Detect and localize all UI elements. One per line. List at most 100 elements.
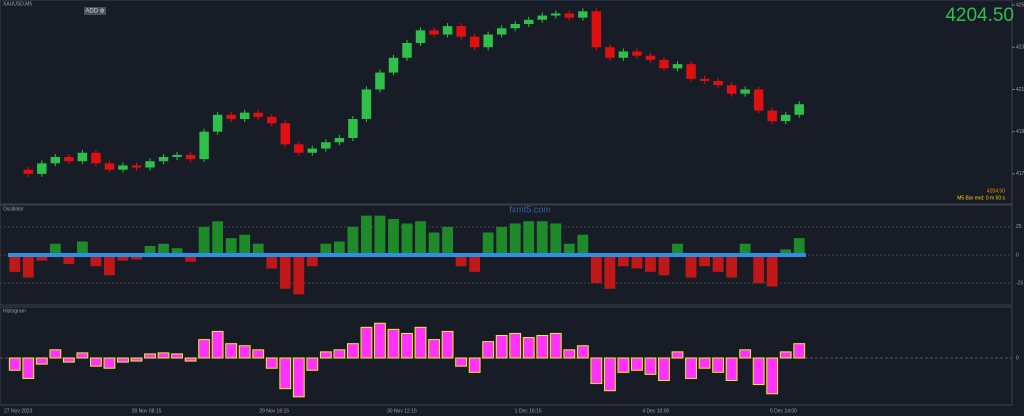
hist-bar (279, 357, 292, 390)
osc-bar (49, 243, 61, 255)
osc-bar (374, 215, 386, 255)
osc-bar (658, 255, 670, 276)
osc-bar (279, 255, 291, 289)
hist-bar (455, 357, 468, 367)
hist-bar (319, 351, 332, 359)
candle (429, 30, 439, 35)
hist-bar (117, 357, 129, 363)
candle (537, 15, 547, 20)
oscillator-pane (0, 204, 1013, 306)
price-tick-label: 4190 (1016, 129, 1024, 135)
hist-bar (563, 349, 576, 359)
price-pane (0, 0, 1013, 205)
hist-bar (576, 345, 589, 359)
hist-bar (292, 357, 305, 398)
candle (551, 13, 561, 16)
osc-tick-label: 0 (1016, 252, 1019, 258)
candle (375, 72, 385, 90)
candle (469, 36, 480, 48)
osc-bar (482, 232, 494, 255)
hist-bar (725, 357, 738, 381)
candle (483, 34, 493, 48)
osc-bar (293, 255, 305, 295)
hist-bar (603, 357, 616, 392)
osc-bar (685, 255, 697, 278)
candle (185, 154, 196, 160)
hist-bar (35, 357, 48, 365)
osc-tick-label: -25 (1016, 280, 1023, 286)
candle (50, 157, 61, 164)
candle (145, 161, 155, 168)
osc-bar (90, 255, 102, 267)
osc-bar (117, 255, 129, 261)
price-tick-label: 4230 (1016, 45, 1024, 51)
osc-bar (239, 234, 251, 255)
candle (321, 142, 331, 149)
hist-bar (793, 343, 806, 359)
hist-bar (103, 357, 116, 369)
hist-bar (171, 353, 183, 359)
price-readout: 4204.50 (987, 188, 1005, 194)
time-label: 4 Dec 10:00 (642, 408, 669, 414)
candle (172, 154, 182, 157)
hist-bar (22, 357, 35, 379)
osc-bar (455, 255, 467, 267)
hist-tick-label: 0 (1016, 355, 1019, 361)
osc-bar (388, 219, 399, 255)
osc-bar (361, 215, 372, 255)
osc-bar (699, 255, 710, 267)
candle (591, 11, 602, 48)
osc-bar (726, 255, 738, 278)
hist-bar (495, 335, 508, 359)
hist-bar (671, 351, 684, 359)
candle (91, 152, 101, 164)
osc-bar (266, 255, 278, 269)
osc-bar (347, 226, 359, 255)
candle (618, 51, 629, 58)
candle (456, 26, 466, 37)
osc-bar (185, 255, 197, 262)
candle (510, 24, 520, 29)
candle (753, 89, 764, 111)
add-button-label[interactable]: ADD ⊕ (85, 9, 104, 15)
hist-bar (590, 357, 603, 385)
add-button[interactable] (84, 7, 106, 15)
candle (226, 114, 236, 119)
osc-bar (793, 238, 805, 255)
hist-bar (441, 330, 454, 359)
candle (294, 144, 304, 153)
hist-bar (333, 349, 346, 359)
candle (578, 11, 588, 18)
osc-bar (22, 255, 34, 278)
time-label: 28 Nov 08:15 (132, 408, 162, 414)
hist-bar (509, 332, 522, 359)
osc-bar (712, 255, 724, 272)
candle (415, 30, 426, 43)
hist-bar (144, 353, 156, 359)
osc-bar (158, 243, 169, 255)
osc-bar (496, 226, 508, 255)
hist-bar (360, 326, 373, 359)
bar-timer: M5 Bar end: 0 m 50 s (957, 195, 1005, 201)
candle (442, 26, 453, 35)
osc-bar (753, 255, 765, 284)
hist-bar (184, 357, 197, 362)
osc-bar (401, 223, 413, 255)
osc-bar (563, 243, 575, 255)
candle (64, 157, 74, 162)
hist-bar (739, 349, 752, 359)
hist-bar (225, 343, 238, 359)
price-tick-label: 4250 (1016, 2, 1024, 8)
hist-bar (252, 349, 265, 359)
candle (767, 110, 777, 122)
candle (334, 138, 345, 143)
price-tick-label: 4210 (1016, 87, 1024, 93)
candle (564, 13, 575, 18)
hist-bar (752, 357, 765, 386)
symbol-label: XAUUSD,M5 (3, 1, 32, 7)
hist-bar (62, 357, 75, 363)
hist-bar (211, 330, 224, 359)
hist-bar (779, 351, 792, 359)
candle (212, 114, 223, 132)
